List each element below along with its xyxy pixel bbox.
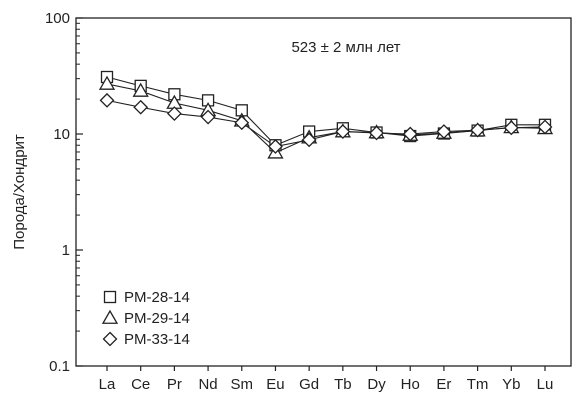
- x-axis-ticks: La Ce Pr Nd Sm Eu Gd Tb Dy Ho Er Tm Yb Lu: [99, 366, 554, 393]
- legend-marker-pm-29-14: [101, 309, 119, 324]
- y-tick-label: 0.1: [49, 358, 70, 375]
- x-tick-label-nd: Nd: [198, 376, 217, 393]
- legend-marker-pm-28-14: [103, 290, 117, 304]
- age-annotation: 523 ± 2 млн лет: [291, 39, 400, 56]
- x-tick-label-tm: Tm: [467, 376, 489, 393]
- point-pm-33-14-lu: [537, 119, 553, 135]
- legend-marker-pm-33-14: [102, 331, 118, 347]
- point-pm-29-14-la: [98, 75, 116, 90]
- point-pm-33-14-tm: [470, 122, 486, 138]
- point-pm-33-14-nd: [200, 109, 216, 125]
- point-pm-33-14-er: [436, 124, 452, 139]
- point-pm-33-14-tb: [335, 124, 351, 139]
- x-tick-label-er: Er: [436, 376, 451, 393]
- y-tick-label: 10: [53, 126, 70, 143]
- point-pm-33-14-ho: [402, 126, 418, 142]
- x-tick-label-la: La: [99, 376, 116, 393]
- legend-label-pm-29-14: PM-29-14: [124, 310, 190, 327]
- y-axis-ticks: 0.1 1 10 100: [45, 10, 83, 375]
- x-tick-label-ho: Ho: [401, 376, 420, 393]
- point-pm-33-14-eu: [268, 139, 283, 154]
- legend: PM-28-14 PM-29-14 PM-33-14: [101, 289, 190, 348]
- point-pm-33-14-sm: [234, 115, 250, 131]
- x-tick-label-eu: Eu: [266, 376, 284, 393]
- y-tick-label: 100: [45, 10, 70, 27]
- x-tick-label-lu: Lu: [537, 376, 554, 393]
- point-pm-33-14-dy: [369, 125, 384, 141]
- series-layer: [98, 70, 554, 159]
- point-pm-33-14-yb: [503, 120, 519, 136]
- legend-label-pm-33-14: PM-33-14: [124, 331, 190, 348]
- point-pm-33-14-pr: [166, 106, 182, 121]
- point-pm-33-14-gd: [301, 132, 317, 148]
- x-tick-label-yb: Yb: [502, 376, 520, 393]
- y-axis-label: Порода/Хондрит: [11, 134, 28, 250]
- plot-frame: [75, 17, 572, 367]
- x-tick-label-ce: Ce: [131, 376, 150, 393]
- x-tick-label-sm: Sm: [231, 376, 254, 393]
- point-pm-33-14-ce: [133, 99, 149, 115]
- x-tick-label-gd: Gd: [299, 376, 319, 393]
- point-pm-33-14-la: [99, 92, 115, 108]
- y-tick-label: 1: [62, 242, 70, 259]
- x-tick-label-tb: Tb: [334, 376, 352, 393]
- legend-label-pm-28-14: PM-28-14: [124, 289, 190, 306]
- point-pm-29-14-ce: [132, 82, 149, 97]
- x-tick-label-dy: Dy: [367, 376, 386, 393]
- x-tick-label-pr: Pr: [167, 376, 182, 393]
